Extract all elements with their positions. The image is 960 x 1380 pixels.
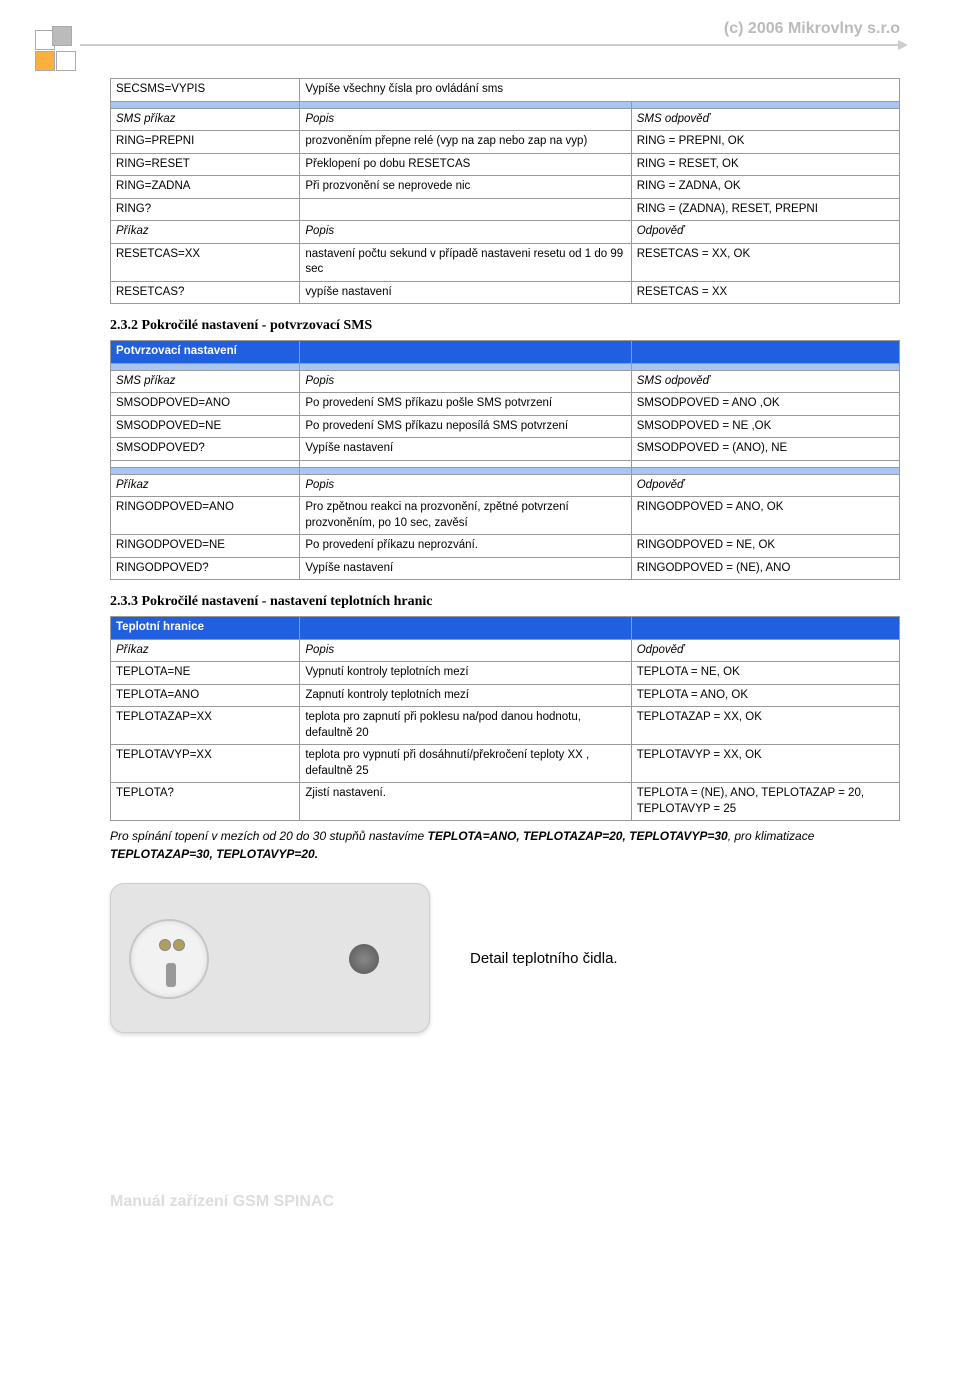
footer-text: Manuál zařízení GSM SPINAC xyxy=(110,1193,900,1211)
table-1: SECSMS=VYPISVypíše všechny čísla pro ovl… xyxy=(110,78,900,304)
detail-caption: Detail teplotního čidla. xyxy=(470,950,618,967)
heading-2-3-2: 2.3.2 Pokročilé nastavení - potvrzovací … xyxy=(110,318,900,334)
table-3: Teplotní hranice PříkazPopisOdpověď TEPL… xyxy=(110,616,900,821)
copyright: (c) 2006 Mikrovlny s.r.o xyxy=(110,20,900,38)
logo xyxy=(35,30,76,71)
sensor-image xyxy=(110,883,430,1033)
header-line xyxy=(80,44,900,46)
note-text: Pro spínání topení v mezích od 20 do 30 … xyxy=(110,827,900,863)
heading-2-3-3: 2.3.3 Pokročilé nastavení - nastavení te… xyxy=(110,594,900,610)
table-2: Potvrzovací nastavení SMS příkazPopisSMS… xyxy=(110,340,900,580)
